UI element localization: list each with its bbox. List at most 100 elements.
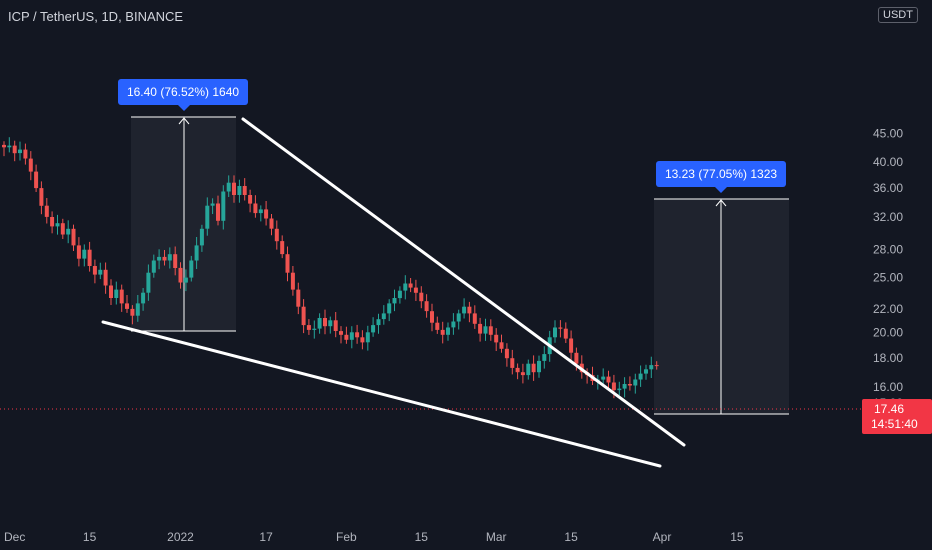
measure-label-1-text: 16.40 (76.52%) 1640 xyxy=(127,85,239,99)
x-tick-label: Mar xyxy=(486,530,507,544)
candle xyxy=(520,363,525,384)
candle xyxy=(456,309,461,330)
candle xyxy=(494,328,499,351)
candle xyxy=(644,364,648,380)
candle xyxy=(232,175,236,203)
measure-label-2-pointer xyxy=(715,187,727,193)
currency-button[interactable]: USDT xyxy=(878,7,918,23)
candle xyxy=(125,295,129,313)
candle xyxy=(258,205,263,222)
candle xyxy=(194,237,199,269)
y-tick-label: 16.00 xyxy=(873,380,903,394)
candle xyxy=(403,275,408,300)
x-tick-label: 15 xyxy=(564,530,578,544)
candle xyxy=(60,218,65,239)
measure-label-2-bg xyxy=(656,161,786,187)
time-axis[interactable]: Dec 15 2022 17 Feb 15 Mar 15 Apr 15 xyxy=(4,530,744,544)
candle xyxy=(114,281,119,305)
price-label: 17.46 14:51:40 xyxy=(862,399,932,434)
candle xyxy=(365,325,370,351)
candle xyxy=(430,303,434,332)
y-tick-label: 22.00 xyxy=(873,302,903,316)
candle xyxy=(82,244,87,267)
candle xyxy=(371,317,376,337)
candle xyxy=(601,368,606,386)
candle xyxy=(119,284,124,312)
candle xyxy=(537,355,541,378)
candle xyxy=(242,178,247,201)
candle xyxy=(349,326,354,349)
y-tick-label: 20.00 xyxy=(873,325,903,339)
candle xyxy=(462,298,467,319)
x-tick-label: Feb xyxy=(336,530,357,544)
candle xyxy=(558,320,563,338)
y-tick-label: 25.00 xyxy=(873,271,903,285)
trendlines[interactable] xyxy=(101,117,686,468)
candle xyxy=(344,326,349,344)
candle xyxy=(7,137,12,153)
price-axis[interactable]: 45.00 40.00 36.00 32.00 28.00 25.00 22.00 20.00… xyxy=(862,0,932,550)
y-tick-label: 40.00 xyxy=(873,155,903,169)
measure-arrow-1-head xyxy=(178,117,190,125)
measure-label-1-pointer xyxy=(178,105,190,111)
candle xyxy=(226,175,231,197)
candle xyxy=(526,359,531,380)
candle xyxy=(424,294,429,318)
candle xyxy=(50,211,55,234)
candle xyxy=(183,269,188,292)
candle xyxy=(87,241,92,272)
candle xyxy=(419,286,424,309)
candle xyxy=(135,295,140,322)
candle xyxy=(392,289,397,312)
candle xyxy=(130,305,135,325)
y-tick-label: 36.00 xyxy=(873,181,903,195)
candle xyxy=(189,255,194,282)
candle xyxy=(39,181,44,215)
candle xyxy=(515,363,520,380)
candle xyxy=(355,324,360,344)
price-label-countdown: 14:51:40 xyxy=(871,417,918,431)
candle xyxy=(617,381,622,396)
candle xyxy=(483,318,488,341)
candle xyxy=(44,198,49,224)
candle xyxy=(285,246,290,282)
lower-trendline[interactable] xyxy=(101,320,662,468)
candle xyxy=(553,320,557,343)
price-label-price: 17.46 xyxy=(874,402,904,416)
candle xyxy=(157,249,162,270)
candle xyxy=(216,195,220,226)
candle xyxy=(92,259,97,284)
candle xyxy=(290,266,295,296)
candle xyxy=(274,220,279,250)
y-tick-label: 45.00 xyxy=(873,126,903,140)
candle xyxy=(413,279,418,301)
candle xyxy=(12,140,17,162)
candle xyxy=(606,370,611,390)
candle xyxy=(317,313,322,334)
upper-trendline[interactable] xyxy=(241,117,686,447)
candle xyxy=(542,346,547,369)
candle xyxy=(221,185,226,230)
candle xyxy=(360,330,365,350)
candle xyxy=(499,334,504,353)
candle xyxy=(472,305,477,329)
candle xyxy=(440,321,445,344)
measure-label-1: 16.40 (76.52%) 1640 xyxy=(118,79,248,111)
measure-label-2: 13.23 (77.05%) 1323 xyxy=(656,161,786,193)
candle xyxy=(446,322,450,341)
candle xyxy=(488,319,493,341)
price-label-bg xyxy=(862,399,932,434)
candle xyxy=(478,317,483,342)
candle xyxy=(296,282,301,315)
candle xyxy=(264,201,269,226)
candle xyxy=(34,164,39,192)
candle xyxy=(387,299,392,322)
candles xyxy=(2,137,659,399)
candle xyxy=(2,141,6,157)
candle xyxy=(237,179,242,203)
candle xyxy=(178,262,183,289)
candle xyxy=(649,356,654,378)
candle xyxy=(248,189,253,213)
candle xyxy=(569,330,574,362)
